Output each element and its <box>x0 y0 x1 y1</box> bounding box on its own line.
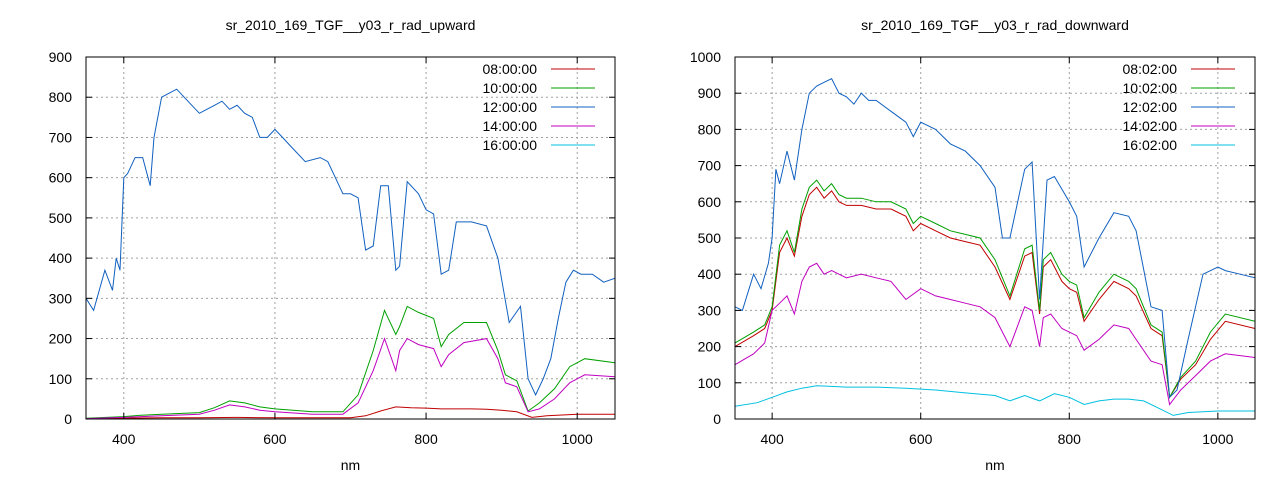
series-line-08-02-00 <box>735 186 1255 399</box>
x-tick-label: 1000 <box>1202 431 1233 447</box>
plot-frame <box>85 56 616 420</box>
y-tick-label: 800 <box>49 89 73 105</box>
y-tick-label: 800 <box>698 121 722 137</box>
y-tick-label: 0 <box>64 411 72 427</box>
y-tick-label: 1000 <box>690 49 721 65</box>
y-tick-label: 400 <box>698 266 722 282</box>
legend-label: 16:00:00 <box>483 137 538 153</box>
y-tick-label: 0 <box>713 411 721 427</box>
chart-title: sr_2010_169_TGF__y03_r_rad_downward <box>861 17 1129 33</box>
legend: 08:00:00 10:00:00 12:00:00 14:00:00 16:00:00 <box>483 61 595 153</box>
series-line-12-00-00 <box>86 88 615 397</box>
x-tick-label: 600 <box>909 431 933 447</box>
series-line-16-02-00 <box>735 385 1255 416</box>
x-tick-label: 800 <box>414 431 438 447</box>
y-tick-label: 100 <box>49 371 73 387</box>
y-tick-label: 500 <box>49 210 73 226</box>
series-line-10-02-00 <box>735 179 1255 399</box>
y-tick-label: 900 <box>49 49 73 65</box>
x-tick-label: 400 <box>112 431 136 447</box>
y-tick-label: 100 <box>698 375 722 391</box>
x-tick-label: 800 <box>1058 431 1082 447</box>
x-tick-label: 400 <box>760 431 784 447</box>
series-line-14-02-00 <box>735 262 1255 406</box>
y-tick-label: 500 <box>698 230 722 246</box>
y-tick-label: 700 <box>698 158 722 174</box>
legend-label: 16:02:00 <box>1123 137 1178 153</box>
legend-label: 14:02:00 <box>1123 118 1178 134</box>
series-group <box>735 78 1255 416</box>
series-line-14-00-00 <box>86 337 615 419</box>
x-axis-label: nm <box>985 457 1004 473</box>
series-line-10-00-00 <box>86 305 615 419</box>
legend-label: 12:00:00 <box>483 99 538 115</box>
series-line-08-00-00 <box>86 406 615 419</box>
legend-label: 12:02:00 <box>1123 99 1178 115</box>
x-axis-label: nm <box>341 457 360 473</box>
x-tick-label: 1000 <box>562 431 593 447</box>
legend: 08:02:00 10:02:00 12:02:00 14:02:00 16:02:00 <box>1123 61 1235 153</box>
legend-label: 08:02:00 <box>1123 61 1178 77</box>
y-tick-label: 600 <box>49 170 73 186</box>
legend-label: 08:00:00 <box>483 61 538 77</box>
legend-label: 14:00:00 <box>483 118 538 134</box>
chart-2: sr_2010_169_TGF__y03_r_rad_downward 400 60… <box>690 17 1256 473</box>
series-line-12-02-00 <box>735 78 1255 399</box>
y-tick-label: 700 <box>49 129 73 145</box>
chart-title: sr_2010_169_TGF__y03_r_rad_upward <box>226 17 476 33</box>
legend-label: 10:00:00 <box>483 80 538 96</box>
y-tick-label: 200 <box>698 339 722 355</box>
y-tick-label: 600 <box>698 194 722 210</box>
y-tick-label: 200 <box>49 331 73 347</box>
y-tick-label: 400 <box>49 250 73 266</box>
y-tick-label: 300 <box>49 290 73 306</box>
chart-1: sr_2010_169_TGF__y03_r_rad_upward 400 600 8… <box>49 17 616 473</box>
legend-label: 10:02:00 <box>1123 80 1178 96</box>
series-group <box>86 88 615 419</box>
y-tick-label: 900 <box>698 85 722 101</box>
x-tick-label: 600 <box>263 431 287 447</box>
y-tick-label: 300 <box>698 302 722 318</box>
